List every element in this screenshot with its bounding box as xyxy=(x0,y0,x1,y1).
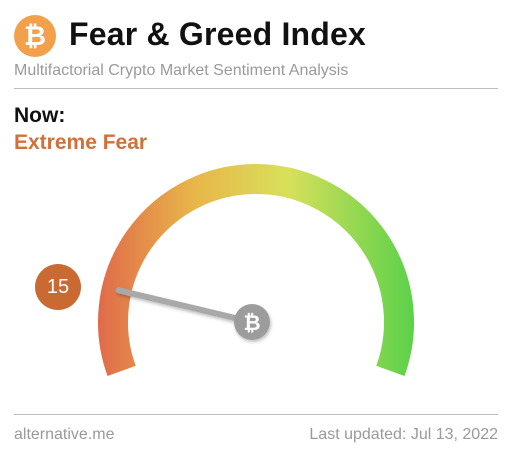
gauge-arc xyxy=(98,164,414,376)
bitcoin-logo-icon: ₿ xyxy=(14,15,56,57)
footer-divider xyxy=(14,414,498,415)
now-label: Now: xyxy=(14,104,66,127)
footer-source-link[interactable]: alternative.me xyxy=(14,426,115,443)
page-title: Fear & Greed Index xyxy=(69,16,367,52)
gauge-needle xyxy=(115,287,255,325)
header: ₿ Fear & Greed Index xyxy=(14,14,498,60)
sentiment-classification: Extreme Fear xyxy=(14,131,148,154)
page-subtitle: Multifactorial Crypto Market Sentiment A… xyxy=(14,62,349,79)
needle-hub-glyph: ₿ xyxy=(243,311,260,335)
index-value-badge: 15 xyxy=(35,264,81,310)
last-updated-text: Last updated: Jul 13, 2022 xyxy=(309,426,498,443)
needle-hub-bitcoin-icon xyxy=(234,304,270,340)
header-divider xyxy=(14,88,498,89)
